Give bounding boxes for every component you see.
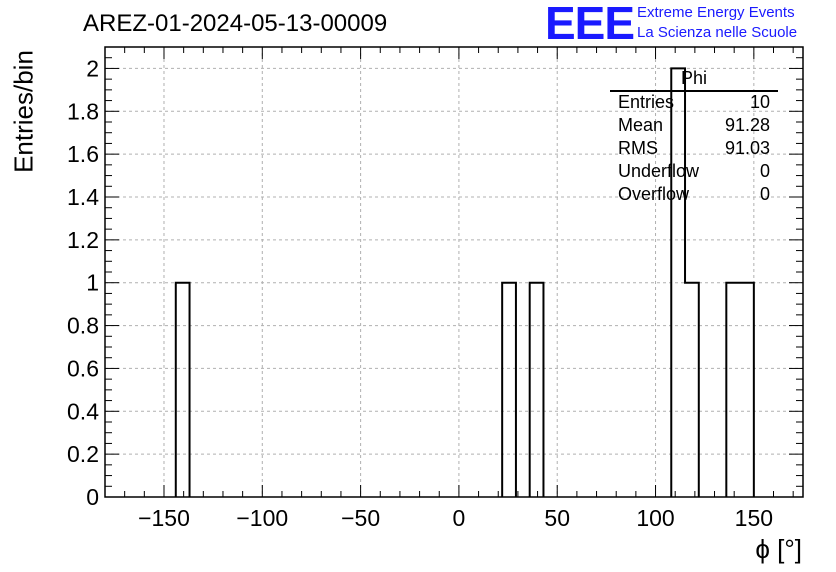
stats-label: Overflow: [618, 184, 690, 204]
y-tick-label: 1: [86, 270, 99, 296]
y-tick-label: 0.4: [67, 398, 99, 424]
eee-logo: EEE: [545, 0, 635, 49]
stats-row: Entries 10: [610, 92, 778, 115]
y-tick-label: 2: [86, 55, 99, 81]
stats-value: 10: [749, 92, 770, 112]
y-tick-label: 1.8: [67, 98, 99, 124]
stats-label: Entries: [618, 92, 675, 112]
stats-row: Underflow 0: [610, 161, 778, 184]
y-tick-label: 1.2: [67, 227, 99, 253]
y-tick-label: 0.8: [67, 313, 99, 339]
logo-line-2: La Scienza nelle Scuole: [637, 24, 798, 41]
y-tick-label: 1.4: [67, 184, 99, 210]
chart-title: AREZ-01-2024-05-13-00009: [83, 10, 388, 37]
stats-label: RMS: [618, 138, 658, 158]
y-axis-label: Entries/bin: [8, 50, 39, 173]
y-tick-label: 1.6: [67, 141, 99, 167]
stats-value: 0: [759, 184, 770, 204]
x-tick-label: −150: [138, 505, 190, 531]
y-tick-label: 0: [86, 484, 99, 510]
stats-value: 0: [759, 161, 770, 181]
y-tick-label: 0.6: [67, 355, 99, 381]
x-tick-label: −50: [341, 505, 380, 531]
x-tick-label: −100: [236, 505, 288, 531]
stats-row: Overflow 0: [610, 184, 778, 207]
logo-caption: Extreme Energy Events La Scienza nelle S…: [637, 3, 797, 43]
histogram-bars: [174, 67, 755, 497]
x-tick-label: 0: [453, 505, 466, 531]
stats-row: RMS 91.03: [610, 138, 778, 161]
stats-title: Phi: [610, 68, 778, 92]
stats-label: Mean: [618, 115, 664, 135]
x-tick-label: 100: [636, 505, 674, 531]
stats-label: Underflow: [618, 161, 700, 181]
stats-box: Phi Entries 10 Mean 91.28 RMS 91.03 Underfl…: [610, 68, 778, 207]
stats-value: 91.03: [724, 138, 770, 158]
logo-line-1: Extreme Energy Events: [637, 4, 795, 21]
y-tick-label: 0.2: [67, 441, 99, 467]
stats-value: 91.28: [724, 115, 770, 135]
stats-row: Mean 91.28: [610, 115, 778, 138]
x-tick-label: 50: [544, 505, 570, 531]
x-axis-label: ϕ [°]: [755, 534, 802, 564]
x-tick-label: 150: [735, 505, 773, 531]
